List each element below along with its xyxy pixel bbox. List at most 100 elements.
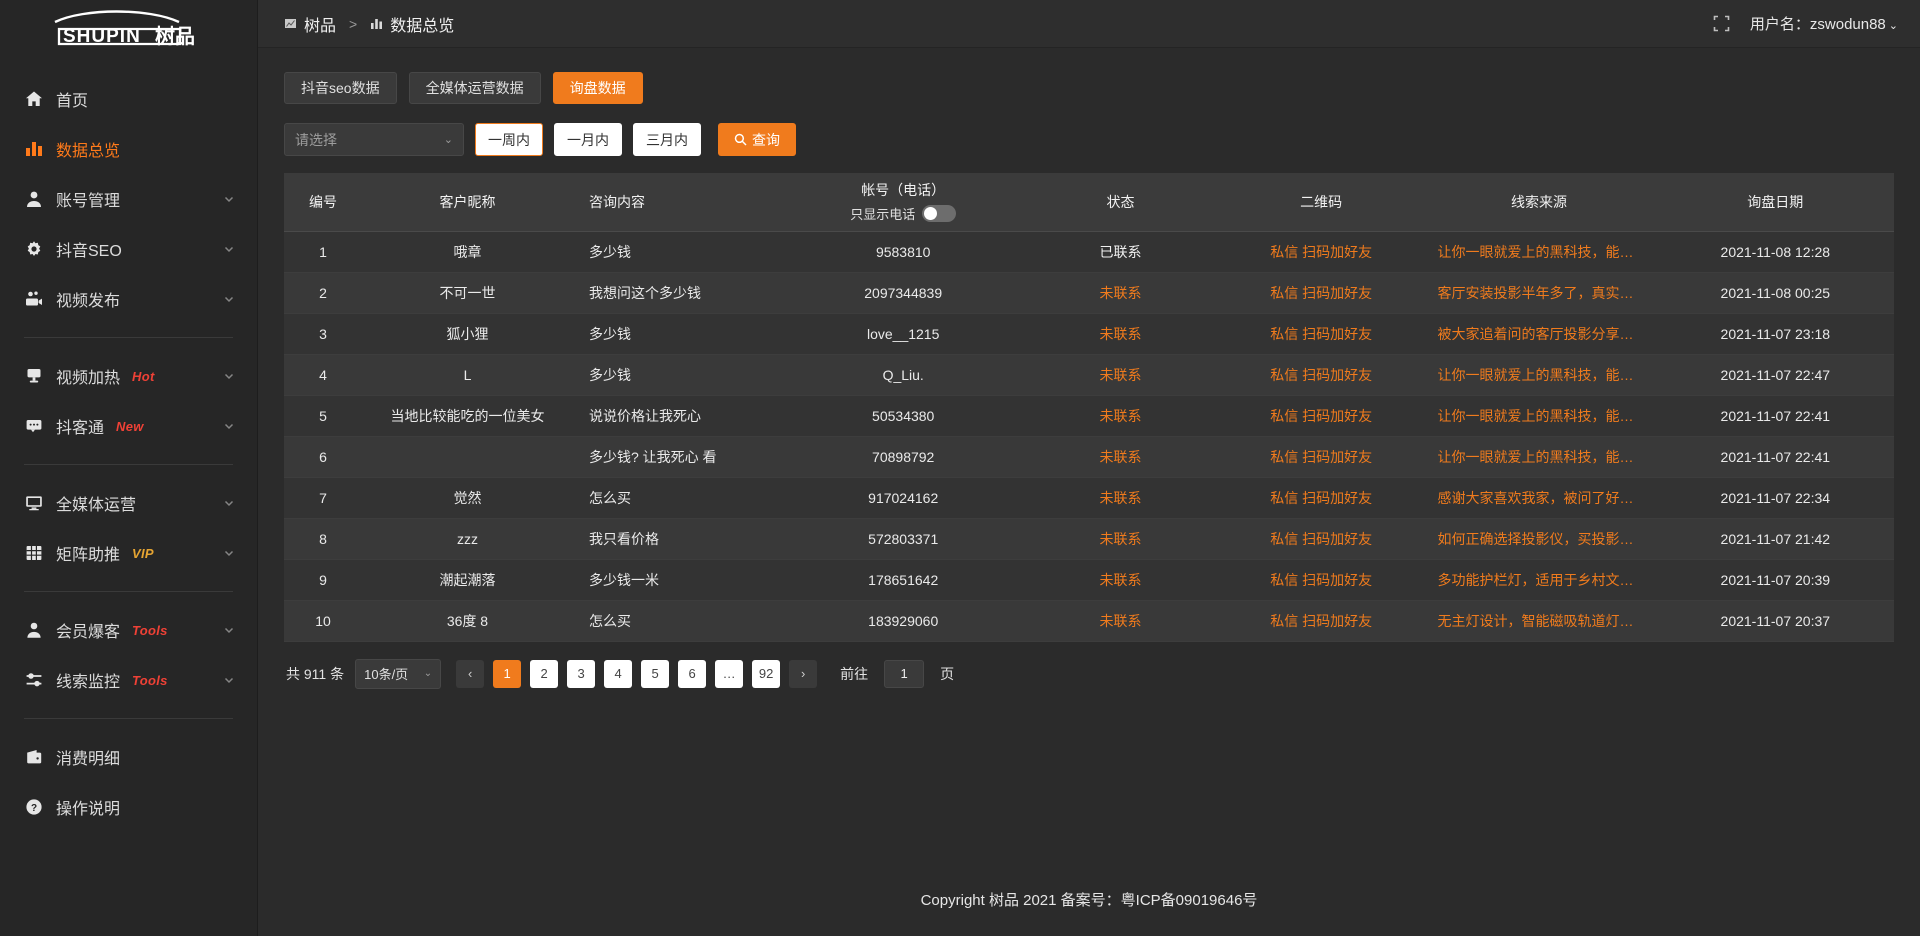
page-button-1[interactable]: 1 <box>493 659 522 688</box>
col-header-no: 编号 <box>284 173 362 232</box>
qrcode-link[interactable]: 私信 扫码加好友 <box>1270 366 1373 383</box>
source-link[interactable]: 让你一眼就爱上的黑科技，能… <box>1437 243 1634 260</box>
brand-logo[interactable]: SHUPIN 树品 <box>0 0 257 58</box>
sidebar-item-3[interactable]: 抖音SEO <box>0 224 257 274</box>
table-row[interactable]: 8 zzz 我只看价格 572803371 未联系 私信 扫码加好友 如何正确选择投影仪，买… <box>284 518 1894 560</box>
source-link[interactable]: 让你一眼就爱上的黑科技，能… <box>1437 366 1634 383</box>
source-link[interactable]: 感谢大家喜欢我家，被问了好… <box>1437 489 1634 506</box>
sidebar-item-10[interactable]: 线索监控 Tools <box>0 655 257 705</box>
svg-text:SHUPIN: SHUPIN <box>63 26 141 47</box>
sliders-icon <box>24 670 44 690</box>
qrcode-link[interactable]: 私信 扫码加好友 <box>1270 448 1373 465</box>
sidebar-item-9[interactable]: 会员爆客 Tools <box>0 605 257 655</box>
table-row[interactable]: 6 多少钱? 让我死心 看 70898792 未联系 私信 扫码加好友 让你一眼就爱上的黑… <box>284 436 1894 478</box>
page-unit-label: 页 <box>940 665 955 682</box>
page-button-6[interactable]: 6 <box>678 659 707 688</box>
sidebar-item-11[interactable]: 消费明细 <box>0 732 257 782</box>
qrcode-link[interactable]: 私信 扫码加好友 <box>1270 284 1373 301</box>
sidebar-divider <box>24 337 233 338</box>
table-row[interactable]: 7 觉然 怎么买 917024162 未联系 私信 扫码加好友 感谢大家喜欢我家，被问了好…… <box>284 477 1894 519</box>
cell-status: 未联系 <box>1020 354 1221 396</box>
range-button-1[interactable]: 一月内 <box>554 123 622 156</box>
qrcode-link[interactable]: 私信 扫码加好友 <box>1270 325 1373 342</box>
sidebar-item-label: 抖客通 <box>56 420 105 437</box>
qrcode-link[interactable]: 私信 扫码加好友 <box>1270 530 1373 547</box>
tab-1[interactable]: 全媒体运营数据 <box>408 72 541 104</box>
cell-nickname: L <box>361 354 573 396</box>
cell-date: 2021-11-07 21:42 <box>1656 518 1894 560</box>
goto-page-input[interactable] <box>884 659 925 688</box>
fire-icon <box>24 366 44 386</box>
page-button-4[interactable]: 4 <box>604 659 633 688</box>
source-link[interactable]: 被大家追着问的客厅投影分享… <box>1437 325 1634 342</box>
sidebar-item-2[interactable]: 账号管理 <box>0 174 257 224</box>
cell-source: 让你一眼就爱上的黑科技，能… <box>1421 436 1657 478</box>
video-icon <box>24 289 44 309</box>
page-button-2[interactable]: 2 <box>530 659 559 688</box>
sidebar-item-7[interactable]: 全媒体运营 <box>0 478 257 528</box>
table-row[interactable]: 5 当地比较能吃的一位美女 说说价格让我死心 50534380 未联系 私信 扫码加好友 让… <box>284 395 1894 437</box>
query-button[interactable]: 查询 <box>718 123 796 156</box>
table-row[interactable]: 9 潮起潮落 多少钱一米 178651642 未联系 私信 扫码加好友 多功能护栏灯，适用于… <box>284 559 1894 601</box>
range-button-0[interactable]: 一周内 <box>475 123 543 156</box>
source-link[interactable]: 多功能护栏灯，适用于乡村文… <box>1437 571 1634 588</box>
sidebar-item-5[interactable]: 视频加热 Hot <box>0 351 257 401</box>
table-row[interactable]: 10 36度 8 怎么买 183929060 未联系 私信 扫码加好友 无主灯设计，智能磁吸… <box>284 600 1894 642</box>
qrcode-link[interactable]: 私信 扫码加好友 <box>1270 571 1373 588</box>
source-link[interactable]: 客厅安装投影半年多了，真实… <box>1437 284 1634 301</box>
phone-only-toggle[interactable] <box>922 205 957 223</box>
cell-qrcode: 私信 扫码加好友 <box>1220 313 1422 355</box>
sidebar-item-12[interactable]: ? 操作说明 <box>0 782 257 832</box>
user-menu[interactable]: 用户名：zswodun88 ⌄ <box>1750 13 1898 34</box>
source-link[interactable]: 让你一眼就爱上的黑科技，能… <box>1437 448 1634 465</box>
cell-source: 无主灯设计，智能磁吸轨道灯… <box>1421 600 1657 642</box>
table-row[interactable]: 3 狐小狸 多少钱 love__1215 未联系 私信 扫码加好友 被大家追着问的客厅投影分… <box>284 313 1894 355</box>
status-badge: 未联系 <box>1099 284 1142 301</box>
cell-content: 怎么买 <box>572 477 787 519</box>
qrcode-link[interactable]: 私信 扫码加好友 <box>1270 489 1373 506</box>
tab-0[interactable]: 抖音seo数据 <box>284 72 397 104</box>
chart-bar-icon <box>370 17 383 30</box>
page-button-3[interactable]: 3 <box>567 659 596 688</box>
sidebar-item-8[interactable]: 矩阵助推 VIP <box>0 528 257 578</box>
cell-nickname: 36度 8 <box>361 600 573 642</box>
breadcrumb-item-root[interactable]: 树品 <box>284 12 336 36</box>
source-link[interactable]: 无主灯设计，智能磁吸轨道灯… <box>1437 612 1634 629</box>
sidebar-divider <box>24 591 233 592</box>
sidebar: SHUPIN 树品 首页 数据总览 账号管理 抖音SEO 视频发布视频加热 Hot 抖客通 N… <box>0 0 258 936</box>
cell-content: 多少钱 <box>572 354 787 396</box>
main-area: 树品 > 数据总览 用户名：zswodun88 ⌄ <box>258 0 1920 936</box>
breadcrumb-item-current[interactable]: 数据总览 <box>370 12 454 36</box>
table-row[interactable]: 1 哦章 多少钱 9583810 已联系 私信 扫码加好友 让你一眼就爱上的黑科技，能… 20… <box>284 231 1894 273</box>
tab-row: 抖音seo数据 全媒体运营数据 询盘数据 <box>284 72 1894 104</box>
tab-2[interactable]: 询盘数据 <box>552 72 643 104</box>
qrcode-link[interactable]: 私信 扫码加好友 <box>1270 612 1373 629</box>
source-link[interactable]: 让你一眼就爱上的黑科技，能… <box>1437 407 1634 424</box>
next-page-button[interactable]: › <box>789 659 818 688</box>
user-prefix: 用户名： <box>1749 16 1810 33</box>
cell-account: 2097344839 <box>786 272 1021 314</box>
chevron-down-icon <box>223 243 235 255</box>
source-select[interactable]: 请选择 ⌄ <box>284 123 464 156</box>
range-button-2[interactable]: 三月内 <box>633 123 701 156</box>
page-button-…[interactable]: … <box>715 659 744 688</box>
cell-account: Q_Liu. <box>786 354 1021 396</box>
page-size-select[interactable]: 10条/页 ⌄ <box>355 658 442 689</box>
sidebar-item-1[interactable]: 数据总览 <box>0 124 257 174</box>
prev-page-button[interactable]: ‹ <box>456 659 485 688</box>
qrcode-link[interactable]: 私信 扫码加好友 <box>1270 407 1373 424</box>
cell-nickname: 哦章 <box>361 231 573 273</box>
table-row[interactable]: 4 L 多少钱 Q_Liu. 未联系 私信 扫码加好友 让你一眼就爱上的黑科技，能… 2021… <box>284 354 1894 396</box>
sidebar-item-6[interactable]: 抖客通 New <box>0 401 257 451</box>
table-row[interactable]: 2 不可一世 我想问这个多少钱 2097344839 未联系 私信 扫码加好友 客厅安装投影… <box>284 272 1894 314</box>
source-link[interactable]: 如何正确选择投影仪，买投影… <box>1437 530 1634 547</box>
sidebar-item-4[interactable]: 视频发布 <box>0 274 257 324</box>
fullscreen-icon[interactable] <box>1713 15 1730 32</box>
page-button-92[interactable]: 92 <box>752 659 781 688</box>
sidebar-item-0[interactable]: 首页 <box>0 74 257 124</box>
cell-source: 如何正确选择投影仪，买投影… <box>1421 518 1657 560</box>
range-buttons: 一周内 一月内 三月内 <box>475 123 701 156</box>
page-button-5[interactable]: 5 <box>641 659 670 688</box>
cell-no: 2 <box>284 272 362 314</box>
qrcode-link[interactable]: 私信 扫码加好友 <box>1270 243 1373 260</box>
